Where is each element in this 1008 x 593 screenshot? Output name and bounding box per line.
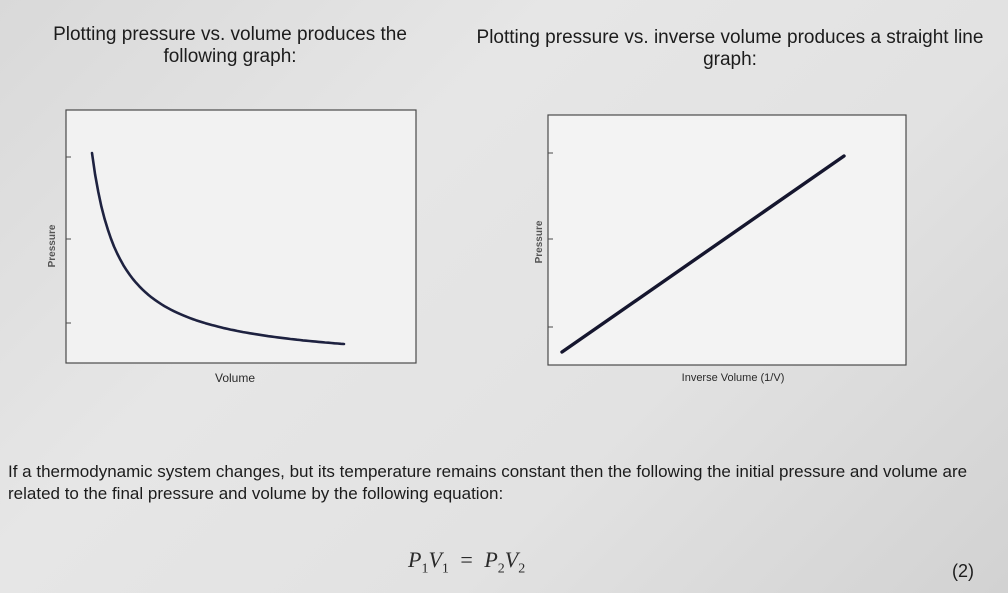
right-graph-caption: Plotting pressure vs. inverse volume pro…: [476, 27, 984, 70]
eq-v1: V1: [428, 547, 449, 577]
plot-area: [547, 114, 907, 366]
plot-area: [65, 109, 417, 364]
eq-p1: P1: [408, 547, 429, 577]
boyle-equation: P1V1 = P2V2: [408, 547, 525, 577]
x-axis-label: Volume: [215, 371, 255, 385]
eq-v2: V2: [504, 547, 526, 577]
series-line: [560, 154, 846, 354]
y-axis-label: Pressure: [534, 220, 545, 263]
pressure-inverse-volume-chart: Pressure Inverse Volume (1/V): [534, 114, 907, 384]
y-axis-ticks: [66, 156, 71, 324]
y-axis-label: Pressure: [47, 224, 58, 267]
pressure-volume-chart: Pressure Volume: [47, 109, 417, 385]
series-line: [90, 151, 346, 346]
y-axis-ticks: [548, 152, 553, 328]
equation-number: (2): [952, 561, 974, 581]
body-paragraph: If a thermodynamic system changes, but i…: [8, 462, 968, 503]
eq-equals: =: [460, 547, 473, 572]
eq-p2: P2: [484, 547, 505, 577]
x-axis-label: Inverse Volume (1/V): [682, 372, 785, 384]
left-graph-caption: Plotting pressure vs. volume produces th…: [53, 24, 407, 67]
